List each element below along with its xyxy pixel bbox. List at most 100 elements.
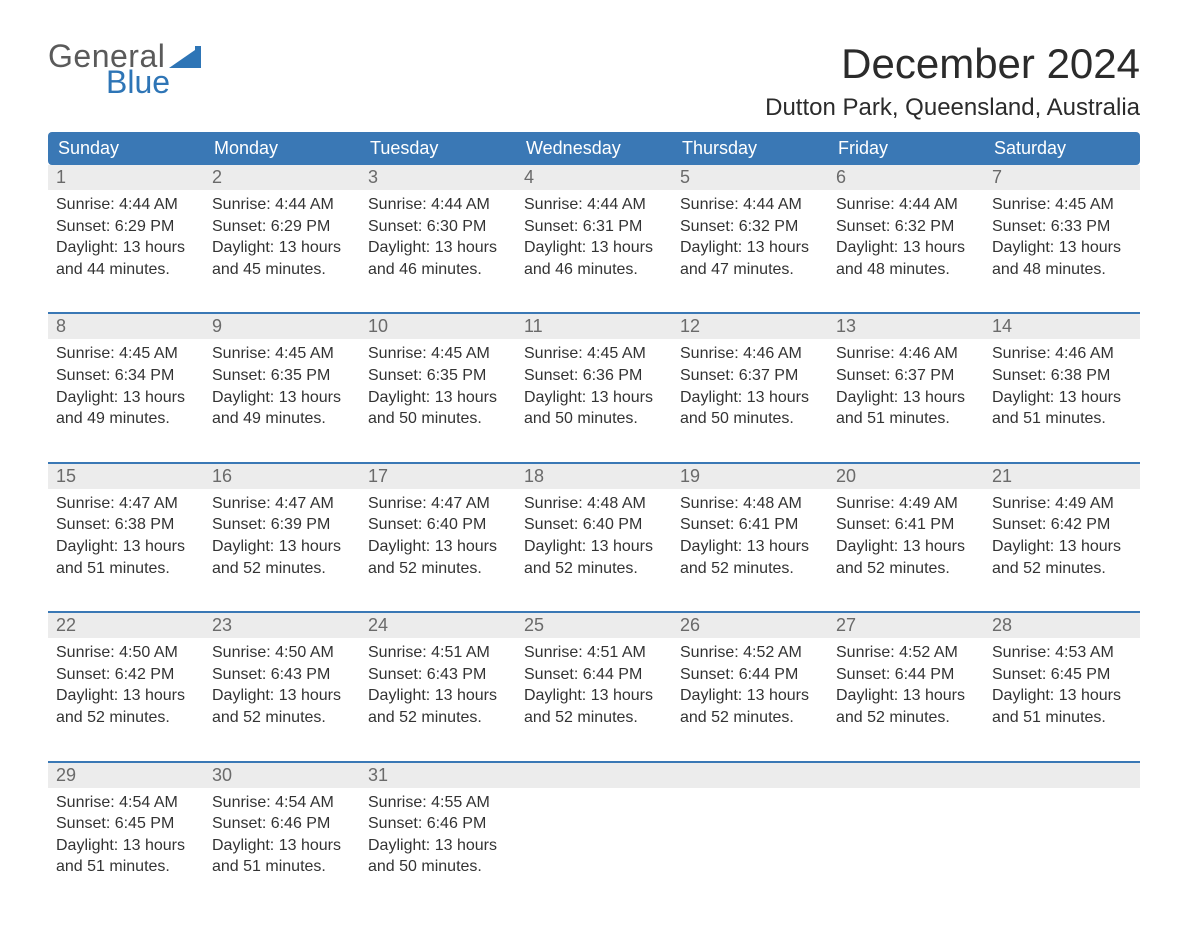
sunset-text: Sunset: 6:42 PM: [56, 664, 196, 686]
day-info-cell: Sunrise: 4:45 AMSunset: 6:36 PMDaylight:…: [516, 339, 672, 437]
page-header: General Blue December 2024 Dutton Park, …: [48, 40, 1140, 132]
daylight-line2: and 52 minutes.: [836, 558, 976, 580]
sunrise-text: Sunrise: 4:52 AM: [680, 642, 820, 664]
day-number-cell: 9: [204, 313, 360, 339]
day-number-cell: 26: [672, 612, 828, 638]
day-header-thursday: Thursday: [672, 132, 828, 165]
logo-word-blue: Blue: [48, 66, 201, 98]
daylight-line2: and 49 minutes.: [212, 408, 352, 430]
day-number-cell: 25: [516, 612, 672, 638]
daylight-line1: Daylight: 13 hours: [992, 237, 1132, 259]
sunrise-text: Sunrise: 4:46 AM: [680, 343, 820, 365]
day-info-cell: Sunrise: 4:52 AMSunset: 6:44 PMDaylight:…: [672, 638, 828, 736]
day-info-cell: [516, 788, 672, 886]
sunset-text: Sunset: 6:45 PM: [56, 813, 196, 835]
sunrise-text: Sunrise: 4:54 AM: [212, 792, 352, 814]
sunset-text: Sunset: 6:35 PM: [368, 365, 508, 387]
daylight-line2: and 49 minutes.: [56, 408, 196, 430]
day-info-row: Sunrise: 4:54 AMSunset: 6:45 PMDaylight:…: [48, 788, 1140, 886]
sunset-text: Sunset: 6:43 PM: [368, 664, 508, 686]
day-number-cell: 19: [672, 463, 828, 489]
daylight-line1: Daylight: 13 hours: [992, 536, 1132, 558]
sunrise-text: Sunrise: 4:44 AM: [524, 194, 664, 216]
daylight-line1: Daylight: 13 hours: [56, 835, 196, 857]
daylight-line2: and 51 minutes.: [836, 408, 976, 430]
day-info-cell: Sunrise: 4:44 AMSunset: 6:32 PMDaylight:…: [828, 190, 984, 288]
day-info-cell: Sunrise: 4:47 AMSunset: 6:40 PMDaylight:…: [360, 489, 516, 587]
sunset-text: Sunset: 6:31 PM: [524, 216, 664, 238]
daylight-line1: Daylight: 13 hours: [836, 387, 976, 409]
day-info-cell: Sunrise: 4:46 AMSunset: 6:38 PMDaylight:…: [984, 339, 1140, 437]
daylight-line1: Daylight: 13 hours: [992, 685, 1132, 707]
sunset-text: Sunset: 6:40 PM: [524, 514, 664, 536]
sunrise-text: Sunrise: 4:44 AM: [368, 194, 508, 216]
daylight-line2: and 52 minutes.: [992, 558, 1132, 580]
sunset-text: Sunset: 6:44 PM: [680, 664, 820, 686]
day-info-cell: Sunrise: 4:54 AMSunset: 6:46 PMDaylight:…: [204, 788, 360, 886]
daylight-line2: and 50 minutes.: [680, 408, 820, 430]
day-info-cell: Sunrise: 4:47 AMSunset: 6:38 PMDaylight:…: [48, 489, 204, 587]
day-number-cell: [516, 762, 672, 788]
day-header-friday: Friday: [828, 132, 984, 165]
day-info-cell: Sunrise: 4:44 AMSunset: 6:29 PMDaylight:…: [204, 190, 360, 288]
sunset-text: Sunset: 6:42 PM: [992, 514, 1132, 536]
day-header-monday: Monday: [204, 132, 360, 165]
daylight-line1: Daylight: 13 hours: [212, 387, 352, 409]
sunset-text: Sunset: 6:29 PM: [56, 216, 196, 238]
day-number-cell: 10: [360, 313, 516, 339]
day-info-cell: [828, 788, 984, 886]
day-info-row: Sunrise: 4:47 AMSunset: 6:38 PMDaylight:…: [48, 489, 1140, 587]
brand-logo: General Blue: [48, 40, 201, 98]
day-info-cell: Sunrise: 4:45 AMSunset: 6:35 PMDaylight:…: [204, 339, 360, 437]
day-number-row: 1234567: [48, 165, 1140, 190]
day-info-cell: Sunrise: 4:47 AMSunset: 6:39 PMDaylight:…: [204, 489, 360, 587]
sunset-text: Sunset: 6:33 PM: [992, 216, 1132, 238]
sunset-text: Sunset: 6:46 PM: [212, 813, 352, 835]
week-separator: [48, 587, 1140, 612]
daylight-line2: and 46 minutes.: [368, 259, 508, 281]
sunset-text: Sunset: 6:36 PM: [524, 365, 664, 387]
day-number-cell: [828, 762, 984, 788]
day-info-row: Sunrise: 4:45 AMSunset: 6:34 PMDaylight:…: [48, 339, 1140, 437]
day-info-cell: Sunrise: 4:49 AMSunset: 6:42 PMDaylight:…: [984, 489, 1140, 587]
week-separator: [48, 438, 1140, 463]
daylight-line1: Daylight: 13 hours: [836, 536, 976, 558]
day-info-cell: Sunrise: 4:50 AMSunset: 6:42 PMDaylight:…: [48, 638, 204, 736]
day-number-row: 293031: [48, 762, 1140, 788]
daylight-line1: Daylight: 13 hours: [56, 685, 196, 707]
daylight-line2: and 52 minutes.: [524, 558, 664, 580]
sunrise-text: Sunrise: 4:51 AM: [524, 642, 664, 664]
day-info-cell: Sunrise: 4:44 AMSunset: 6:31 PMDaylight:…: [516, 190, 672, 288]
day-info-cell: Sunrise: 4:49 AMSunset: 6:41 PMDaylight:…: [828, 489, 984, 587]
day-number-cell: 5: [672, 165, 828, 190]
sunset-text: Sunset: 6:29 PM: [212, 216, 352, 238]
day-info-cell: Sunrise: 4:44 AMSunset: 6:30 PMDaylight:…: [360, 190, 516, 288]
calendar-table: Sunday Monday Tuesday Wednesday Thursday…: [48, 132, 1140, 886]
sunrise-text: Sunrise: 4:44 AM: [212, 194, 352, 216]
day-info-cell: Sunrise: 4:45 AMSunset: 6:33 PMDaylight:…: [984, 190, 1140, 288]
day-info-cell: Sunrise: 4:51 AMSunset: 6:44 PMDaylight:…: [516, 638, 672, 736]
day-number-cell: [672, 762, 828, 788]
day-info-cell: Sunrise: 4:53 AMSunset: 6:45 PMDaylight:…: [984, 638, 1140, 736]
day-number-row: 891011121314: [48, 313, 1140, 339]
daylight-line1: Daylight: 13 hours: [368, 685, 508, 707]
sunrise-text: Sunrise: 4:45 AM: [56, 343, 196, 365]
day-info-cell: Sunrise: 4:54 AMSunset: 6:45 PMDaylight:…: [48, 788, 204, 886]
sunrise-text: Sunrise: 4:46 AM: [992, 343, 1132, 365]
day-number-cell: 21: [984, 463, 1140, 489]
day-number-cell: 4: [516, 165, 672, 190]
day-number-cell: 2: [204, 165, 360, 190]
sunrise-text: Sunrise: 4:49 AM: [836, 493, 976, 515]
daylight-line1: Daylight: 13 hours: [212, 835, 352, 857]
daylight-line1: Daylight: 13 hours: [212, 685, 352, 707]
daylight-line2: and 51 minutes.: [212, 856, 352, 878]
day-number-row: 15161718192021: [48, 463, 1140, 489]
sunset-text: Sunset: 6:45 PM: [992, 664, 1132, 686]
day-number-cell: 14: [984, 313, 1140, 339]
day-number-cell: 15: [48, 463, 204, 489]
sunrise-text: Sunrise: 4:50 AM: [212, 642, 352, 664]
sunset-text: Sunset: 6:38 PM: [56, 514, 196, 536]
sunrise-text: Sunrise: 4:44 AM: [680, 194, 820, 216]
daylight-line2: and 52 minutes.: [680, 707, 820, 729]
daylight-line1: Daylight: 13 hours: [836, 685, 976, 707]
